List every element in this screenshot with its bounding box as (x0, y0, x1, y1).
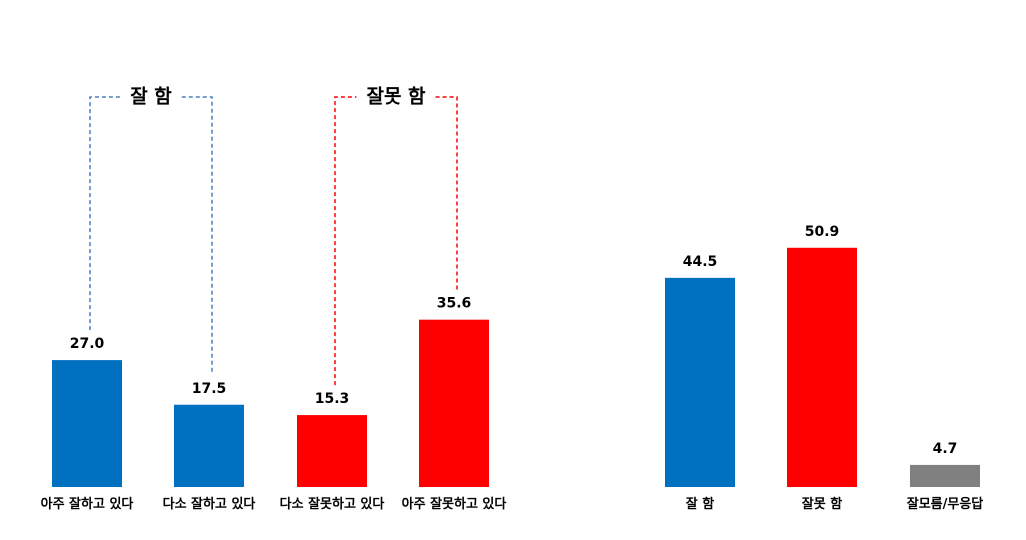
value-label: 35.6 (437, 296, 472, 312)
category-label: 잘 함 (685, 497, 715, 512)
value-label: 27.0 (70, 336, 105, 352)
bar (787, 247, 857, 487)
bar (665, 277, 735, 487)
value-label: 50.9 (805, 224, 840, 240)
value-label: 15.3 (315, 391, 350, 407)
category-label: 아주 잘하고 있다 (40, 497, 134, 512)
bracket (334, 96, 458, 386)
category-label: 다소 잘못하고 있다 (279, 497, 385, 512)
bar (419, 319, 489, 487)
bar (297, 415, 367, 487)
bracket-label: 잘못 함 (366, 86, 426, 108)
value-label: 17.5 (192, 381, 227, 397)
bracket (89, 96, 213, 375)
bar (52, 360, 122, 487)
value-label: 44.5 (683, 254, 718, 270)
category-label: 잘모름/무응답 (906, 497, 984, 512)
bar (174, 404, 244, 487)
category-label: 다소 잘하고 있다 (162, 497, 256, 512)
category-label: 잘못 함 (801, 497, 843, 512)
bracket-label: 잘 함 (130, 86, 172, 108)
value-label: 4.7 (933, 441, 958, 457)
category-label: 아주 잘못하고 있다 (401, 497, 507, 512)
bar (910, 464, 980, 487)
